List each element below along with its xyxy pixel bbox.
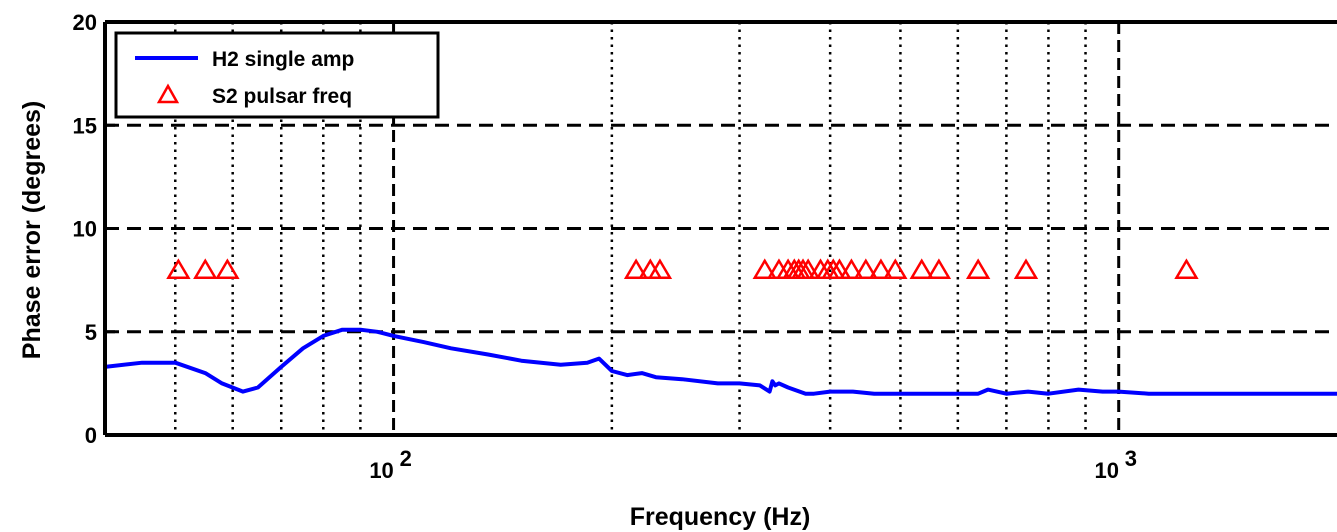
y-tick-label: 5 [85,320,97,345]
tick-labels: 0 5 10 15 20 10 2 10 3 [73,10,1137,483]
pulsar-frequency-point [868,258,894,280]
pulsar-frequency-point [623,258,649,280]
x-tick-label: 10 [1094,458,1118,483]
pulsar-frequency-point [965,258,991,280]
x-tick-exponent: 2 [400,446,412,471]
plot-series [105,258,1337,396]
y-tick-label: 20 [73,10,97,35]
pulsar-frequency-point [1013,258,1039,280]
x-tick-label: 10 [369,458,393,483]
pulsar-frequency-point [647,258,673,280]
pulsar-frequency-point [827,258,852,280]
pulsar-frequency-point [215,258,240,280]
pulsar-frequency-point [926,258,952,280]
legend-entry-h2-single-amp: H2 single amp [212,48,354,71]
legend: H2 single amp S2 pulsar freq [114,31,440,119]
y-tick-label: 15 [73,113,97,138]
pulsar-frequency-point [839,258,864,280]
pulsar-frequency-point [1174,258,1199,280]
pulsar-frequency-point [193,258,218,280]
axes-frame [103,20,1337,437]
pulsar-frequency-point [883,258,908,280]
y-tick-label: 0 [85,423,97,448]
legend-entry-s2-pulsar-freq: S2 pulsar freq [212,85,352,108]
pulsar-frequency-point [752,258,777,280]
legend-triangle-swatch [156,83,180,104]
series-line-h2-single-amp [105,327,1337,396]
x-tick-exponent: 3 [1125,446,1137,471]
pulsar-frequency-point [166,258,191,280]
pulsar-frequency-point [795,258,821,280]
x-axis-label: Frequency (Hz) [630,503,811,531]
pulsar-frequency-point [853,258,879,280]
y-axis-label: Phase error (degrees) [18,101,46,359]
pulsar-frequency-point [909,258,934,280]
y-tick-label: 10 [73,217,97,242]
